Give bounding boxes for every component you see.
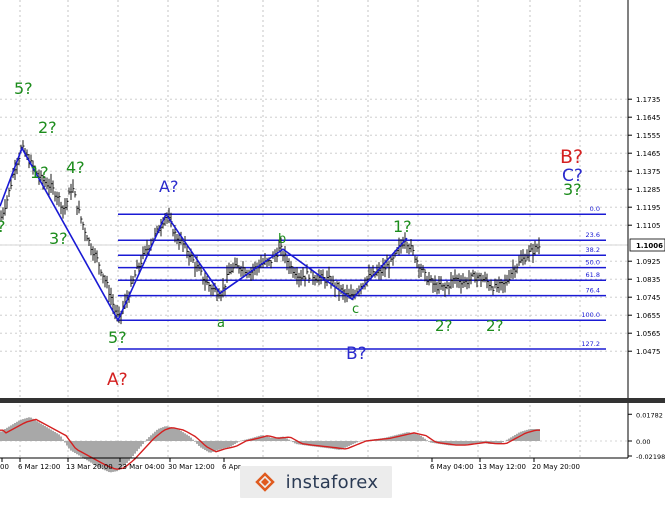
wave-label: ? (0, 217, 6, 236)
wave-label: a (217, 316, 225, 331)
wave-label: c (352, 302, 359, 317)
panel-separator (0, 398, 665, 403)
fib-level-label: 0.0 (590, 205, 600, 213)
wave-label: 2? (435, 317, 453, 335)
fib-level-label: 23.6 (586, 231, 600, 239)
time-tick-label: 6 Apr (222, 463, 241, 471)
wave-label: 2? (486, 317, 504, 335)
fib-level-label: 50.0 (586, 259, 600, 267)
osc-tick-label: -0.02198 (636, 453, 665, 461)
wave-label: 3? (563, 180, 582, 199)
price-tick-label: 1.1105 (636, 222, 661, 230)
fib-level-label: 76.4 (586, 287, 600, 295)
osc-tick-label: 0.00 (636, 438, 650, 446)
wave-label: 1? (30, 163, 49, 182)
wave-label: 4? (66, 158, 85, 177)
osc-tick-label: 0.01782 (636, 411, 663, 419)
time-tick-label: 6 May 04:00 (430, 463, 474, 471)
wave-label: B? (346, 344, 367, 364)
time-tick-label: 23 Mar 04:00 (118, 463, 165, 471)
fib-level-label: 61.8 (586, 271, 600, 279)
watermark-text: instaforex (285, 471, 379, 493)
time-tick-label: 13 Mar 20:00 (66, 463, 113, 471)
wave-label: 5? (14, 79, 33, 98)
price-tick-label: 1.1285 (636, 186, 661, 194)
wave-label: b (278, 232, 286, 247)
wave-label: 2? (38, 118, 57, 137)
current-price-label: 1.1006 (636, 242, 663, 250)
price-tick-label: 1.0655 (636, 312, 661, 320)
fib-level-label: 38.2 (586, 246, 600, 254)
wave-label: C? (562, 166, 583, 186)
wave-count-line (0, 146, 408, 322)
price-tick-label: 1.0475 (636, 348, 661, 356)
fib-level-label: 127.2 (581, 340, 600, 348)
wave-label: 1? (393, 217, 412, 236)
time-tick-label: 00 (0, 463, 9, 471)
price-tick-label: 1.0835 (636, 276, 661, 284)
price-tick-label: 1.1195 (636, 204, 661, 212)
price-tick-label: 1.1555 (636, 132, 661, 140)
price-tick-label: 1.1375 (636, 168, 661, 176)
wave-label: B? (560, 146, 583, 168)
time-tick-label: 20 May 20:00 (532, 463, 580, 471)
time-tick-label: 30 Mar 12:00 (168, 463, 215, 471)
watermark-logo-icon (254, 471, 276, 493)
price-tick-label: 1.0925 (636, 258, 661, 266)
fib-level-label: 100.0 (581, 311, 600, 319)
time-tick-label: 13 May 12:00 (478, 463, 526, 471)
time-tick-label: 6 Mar 12:00 (18, 463, 60, 471)
wave-label: 3? (49, 229, 68, 248)
price-tick-label: 1.0565 (636, 330, 661, 338)
current-price-box (629, 238, 665, 252)
price-tick-label: 1.1735 (636, 96, 661, 104)
wave-label: 5? (108, 328, 127, 347)
osc-signal-line (0, 418, 540, 470)
wave-label: A? (107, 370, 128, 390)
price-tick-label: 1.1465 (636, 150, 661, 158)
price-tick-label: 1.0745 (636, 294, 661, 302)
price-tick-label: 1.1645 (636, 114, 661, 122)
wave-label: A? (159, 177, 178, 196)
instaforex-watermark: instaforex (240, 466, 392, 498)
